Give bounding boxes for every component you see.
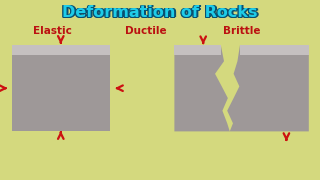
Text: Deformation of Rocks: Deformation of Rocks — [61, 6, 257, 21]
Text: Deformation of Rocks: Deformation of Rocks — [61, 5, 257, 20]
Text: Elastic: Elastic — [33, 26, 72, 37]
Text: Deformation of Rocks: Deformation of Rocks — [64, 5, 259, 20]
Polygon shape — [174, 45, 221, 55]
Text: Deformation of Rocks: Deformation of Rocks — [63, 5, 259, 20]
Bar — [12, 45, 110, 131]
Text: Deformation of Rocks: Deformation of Rocks — [62, 5, 258, 20]
Bar — [12, 45, 110, 55]
Text: Deformation of Rocks: Deformation of Rocks — [62, 5, 258, 20]
Text: Brittle: Brittle — [223, 26, 260, 37]
Polygon shape — [240, 45, 309, 55]
Text: Deformation of Rocks: Deformation of Rocks — [63, 6, 259, 21]
Polygon shape — [174, 45, 230, 131]
Polygon shape — [227, 45, 309, 131]
Text: Deformation of Rocks: Deformation of Rocks — [62, 6, 258, 21]
Text: Deformation of Rocks: Deformation of Rocks — [61, 5, 256, 20]
Text: Ductile: Ductile — [125, 26, 166, 37]
